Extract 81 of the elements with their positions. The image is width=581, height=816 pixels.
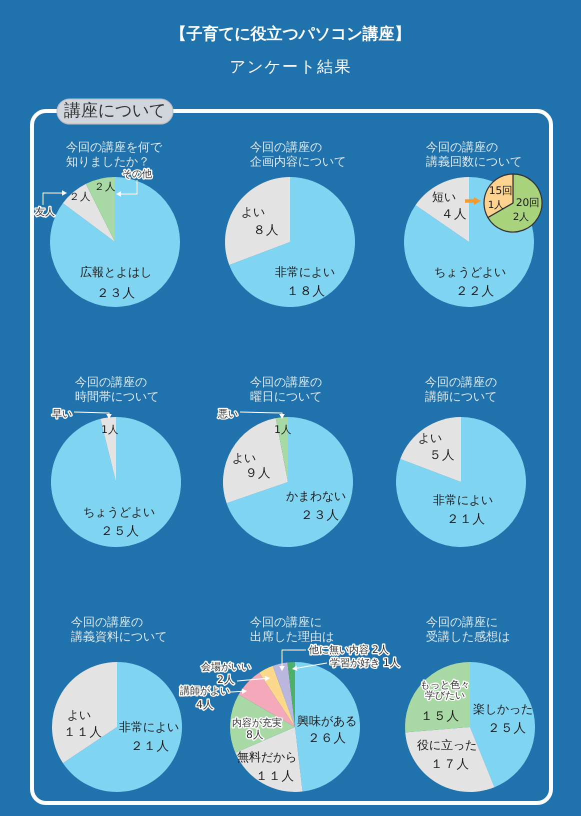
data-label: 1人 (488, 200, 504, 210)
data-label: １８人 (286, 282, 326, 298)
data-label: ４人 (441, 206, 467, 220)
data-label: ５人 (429, 446, 455, 462)
data-label: １１人 (64, 724, 102, 738)
data-label: ８人 (253, 222, 279, 236)
slice-label: よい (241, 205, 265, 219)
data-label: ２１人 (446, 510, 486, 526)
data-label: 1人 (101, 424, 119, 436)
chart-title: 今回の講座に出席した理由は (250, 615, 334, 644)
pie-slice (51, 417, 181, 547)
data-label: １５人 (420, 708, 460, 722)
chart-title: 今回の講座の講師について (425, 375, 497, 404)
slice-label: 友人 (35, 206, 55, 218)
pie-slice (100, 417, 116, 482)
data-label: ９人 (245, 464, 271, 480)
data-label: ２人 (94, 181, 116, 193)
chart-title: 今回の講座の時間帯について (75, 375, 159, 404)
data-label: ２５人 (488, 720, 526, 734)
pie-slice (226, 417, 353, 547)
text: 【子育てに役立つパソコン講座】 (170, 24, 410, 42)
slice-label: 内容が充実 (232, 716, 282, 728)
slice-label: 楽しかった (473, 702, 533, 716)
slice-label: もっと色々学びたい (420, 678, 470, 701)
pie-slice (52, 662, 117, 764)
chart-title: 今回の講座の講義資料について (71, 615, 167, 644)
slice-label: よい (232, 451, 256, 465)
slice-label: よい (418, 431, 442, 445)
slice-label: 非常によい (119, 720, 179, 734)
data-label: ２２人 (456, 282, 494, 298)
pie-slice (272, 662, 295, 727)
data-label: 2人 (512, 212, 530, 222)
slice-label: その他 (122, 168, 152, 180)
data-label: ２５人 (100, 522, 140, 538)
data-label: ２３人 (96, 284, 136, 300)
data-label: ２６人 (308, 730, 346, 744)
chart-title: 今回の講座を何で知りましたか？ (66, 140, 163, 168)
data-label: ２１人 (130, 738, 170, 752)
tab: 講座について (56, 98, 174, 124)
text: アンケート結果 (229, 56, 352, 76)
data-label: 2人 (372, 644, 390, 656)
chart-title: 今回の講座の講義回数について (426, 140, 522, 168)
chart-title: 今回の講座の曜日について (250, 375, 322, 404)
slice-label: 講師がよい (180, 684, 230, 696)
pie-slice (62, 662, 182, 792)
pie-slice (287, 662, 295, 727)
pie-slice (416, 177, 469, 242)
slice-label: 非常によい (433, 493, 493, 507)
data-label: １１人 (256, 768, 294, 782)
slice-label: 興味がある (297, 714, 357, 728)
data-label: ２３人 (300, 506, 340, 522)
data-label: 8人 (246, 729, 264, 741)
slice-label: 悪い (217, 408, 238, 420)
slice-label: かまわない (286, 489, 346, 503)
pie-slice (225, 177, 290, 266)
data-label: １７人 (430, 756, 470, 770)
data-label: 1人 (274, 424, 292, 436)
slice-label: 無料だから (237, 750, 297, 764)
chart-title: 今回の講座に受講した感想は (426, 615, 510, 644)
pie-slice (62, 184, 115, 242)
data-label: 4人 (196, 699, 214, 711)
pie-slice (400, 417, 461, 482)
slice-label: 20回 (516, 197, 540, 209)
slice-label: 学習が好き (330, 656, 380, 668)
slice-label: 非常によい (275, 265, 335, 279)
slice-label: 役に立った (417, 738, 477, 752)
pie-slice (396, 417, 526, 547)
slice-label: よい (67, 708, 91, 722)
slice-label: 早い (52, 408, 72, 420)
slice-label: 短い (432, 190, 456, 204)
pie-slice (229, 177, 355, 307)
slice-label: ちょうどよい (434, 265, 506, 279)
slice-label: 他に無い内容 (309, 644, 369, 656)
slice-label: 15回 (488, 185, 514, 197)
chart-title: 今回の講座の企画内容について (250, 140, 346, 168)
data-label: ２人 (69, 191, 91, 203)
slice-label: 広報とよはし (80, 265, 152, 279)
data-label: 2人 (217, 674, 235, 686)
data-label: 1人 (383, 657, 401, 669)
slice-label: 会場がいい (201, 660, 251, 672)
slice-label: ちょうどよい (83, 505, 155, 519)
